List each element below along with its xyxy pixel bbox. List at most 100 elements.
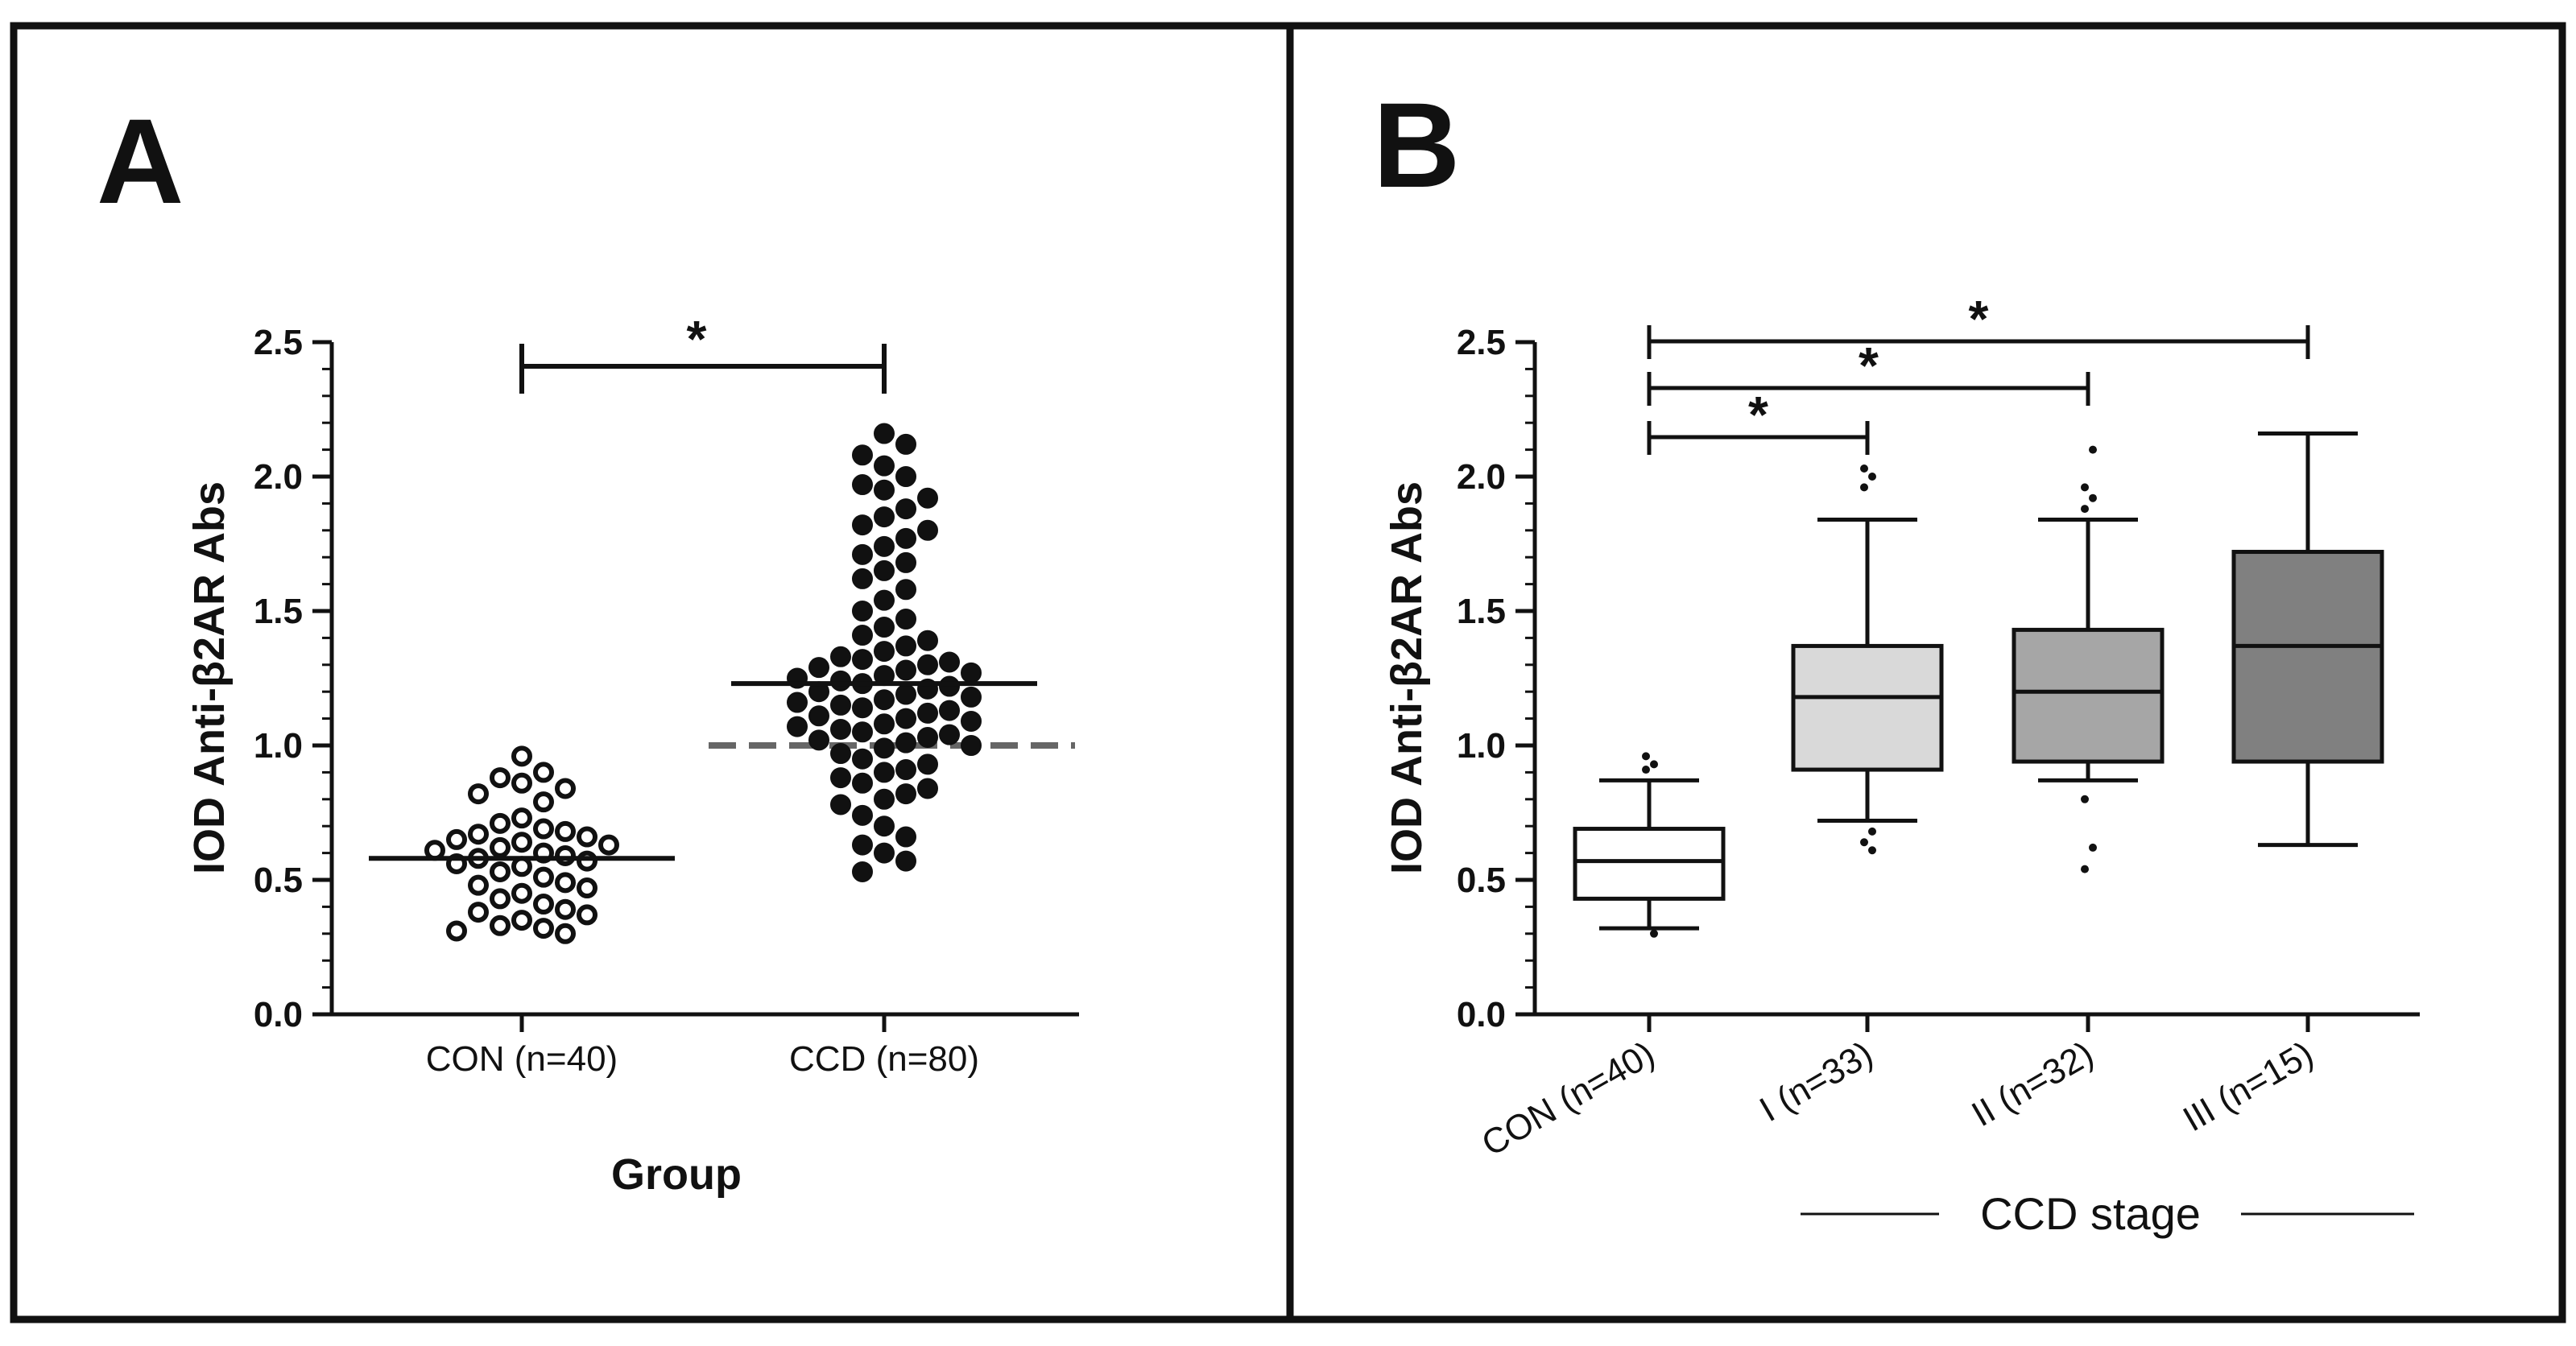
ccd-data-point [917, 654, 938, 675]
ccd-data-point [852, 748, 873, 770]
panel-b-y-tick-label: 1.0 [1457, 726, 1506, 766]
ccd-data-point [895, 433, 916, 455]
panel-a-y-tick-label: 1.0 [254, 726, 303, 766]
ccd-data-point [874, 535, 895, 557]
box-3-outlier [2081, 865, 2089, 873]
con-data-point [468, 874, 489, 896]
panel-b-x-tick-label: III (n=15) [2177, 1034, 2320, 1139]
con-data-point [533, 762, 554, 783]
ccd-data-point [874, 762, 895, 783]
ccd-data-point [874, 589, 895, 611]
panel-a-x-tick-label: CCD (n=80) [789, 1039, 979, 1079]
con-data-point [555, 820, 576, 842]
con-data-point [555, 778, 576, 799]
significance-star: * [1969, 290, 1989, 348]
con-data-point [490, 861, 511, 882]
ccd-data-point [895, 635, 916, 657]
significance-star: * [1748, 386, 1768, 444]
ccd-data-point [939, 651, 960, 673]
ccd-data-point [830, 646, 851, 667]
ccd-data-point [852, 861, 873, 882]
con-data-point [533, 918, 554, 939]
panel-b-chart: 0.0 0.5 1.0 1.5 2.0 2.5 CON (n=40) I (n=33) II … [1383, 290, 2420, 1239]
ccd-data-point [895, 708, 916, 729]
con-data-point [555, 898, 576, 920]
ccd-data-point [874, 689, 895, 711]
ccd-data-point [874, 713, 895, 735]
significance-star: * [1859, 336, 1879, 394]
panel-b-y-tick-label: 0.0 [1457, 995, 1506, 1034]
box-3-outlier [2089, 843, 2097, 852]
panel-a-x-tick-label: CON (n=40) [426, 1039, 618, 1079]
ccd-data-point [895, 683, 916, 705]
ccd-data-point [874, 423, 895, 444]
con-data-point [555, 923, 576, 944]
ccd-data-point [874, 617, 895, 638]
ccd-data-point [895, 498, 916, 520]
ccd-data-point [852, 697, 873, 719]
box-3-outlier [2089, 445, 2097, 454]
ccd-data-point [852, 543, 873, 565]
ccd-data-point [852, 834, 873, 856]
con-data-point [490, 767, 511, 789]
panel-b-letter: B [1373, 77, 1460, 213]
ccd-data-point [961, 735, 982, 756]
panel-b-y-tick-label: 2.5 [1457, 323, 1506, 362]
ccd-data-point [852, 601, 873, 621]
box-1-outlier [1650, 760, 1658, 769]
ccd-data-point [917, 778, 938, 799]
ccd-data-point [961, 686, 982, 708]
panel-a-y-axis-title: IOD Anti-β2AR Abs [185, 481, 234, 874]
con-data-point [511, 832, 532, 853]
ccd-data-point [961, 662, 982, 683]
ccd-data-point [895, 783, 916, 805]
ccd-data-point [852, 474, 873, 496]
panel-b-y-axis-title: IOD Anti-β2AR Abs [1383, 481, 1431, 874]
ccd-data-point [874, 479, 895, 501]
con-data-point [490, 836, 511, 858]
ccd-data-point [830, 767, 851, 789]
ccd-data-point [852, 625, 873, 646]
con-data-point [490, 812, 511, 834]
ccd-data-point [830, 670, 851, 692]
ccd-data-point [895, 579, 916, 601]
box-1-outlier [1642, 766, 1650, 774]
panel-b-x-tick-label: CON (n=40) [1475, 1034, 1661, 1164]
box-4-iqr [2231, 550, 2384, 764]
panel-a-y-tick-label: 0.0 [254, 995, 303, 1034]
ccd-data-point [895, 759, 916, 781]
ccd-data-point [874, 737, 895, 759]
ccd-data-point [874, 455, 895, 477]
ccd-data-point [917, 519, 938, 541]
panel-b-y-tick-label: 1.5 [1457, 592, 1506, 631]
ccd-data-point [852, 568, 873, 589]
panel-b-x-tick-label: I (n=33) [1753, 1034, 1879, 1129]
con-data-point [533, 818, 554, 840]
box-1-iqr [1573, 827, 1726, 901]
con-data-point [533, 894, 554, 915]
ccd-data-point [852, 649, 873, 671]
con-data-point [511, 772, 532, 794]
con-data-point [446, 920, 467, 942]
ccd-data-point [874, 506, 895, 528]
con-data-point [533, 866, 554, 888]
con-data-point [468, 783, 489, 805]
ccd-data-point [787, 692, 808, 713]
box-3-outlier [2081, 795, 2089, 803]
panel-a-letter: A [97, 93, 184, 229]
ccd-data-point [830, 694, 851, 716]
ccd-data-point [917, 630, 938, 651]
box-1-outlier [1642, 752, 1650, 761]
ccd-data-point [874, 559, 895, 581]
con-data-point [490, 915, 511, 936]
con-data-point [490, 888, 511, 910]
ccd-data-point [852, 444, 873, 466]
panel-b-x-axis-title: CCD stage [1980, 1188, 2201, 1239]
con-data-point [577, 826, 597, 848]
box-2-iqr [1791, 643, 1944, 772]
ccd-data-point [852, 772, 873, 794]
con-data-point [577, 877, 597, 899]
ccd-data-point [787, 716, 808, 737]
panel-a-y-tick-label: 1.5 [254, 592, 303, 631]
box-2-outlier [1860, 464, 1868, 473]
